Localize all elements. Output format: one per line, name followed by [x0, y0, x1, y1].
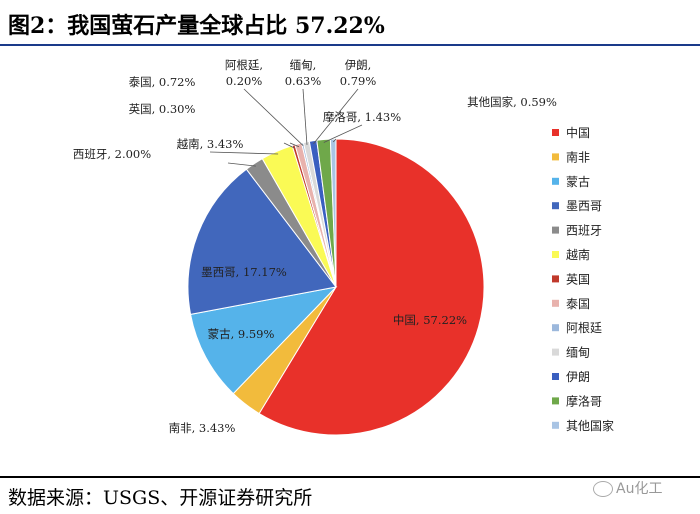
data-label-9: 缅甸, 0.63% [285, 58, 322, 88]
data-label-3: 墨西哥, 17.17% [201, 265, 287, 279]
leader-line-5 [209, 151, 279, 155]
legend-swatch-5 [552, 251, 559, 258]
data-label-5: 越南, 3.43% [177, 137, 244, 151]
data-label-2: 蒙古, 9.59% [208, 327, 275, 341]
legend-swatch-2 [552, 177, 559, 185]
leader-line-6 [283, 142, 295, 149]
legend-entry-5: 越南 [566, 247, 590, 262]
legend-entry-9: 缅甸 [566, 346, 590, 360]
data-label-11: 摩洛哥, 1.43% [323, 110, 401, 124]
pie-slice-2 [189, 286, 338, 395]
legend-swatch-11 [552, 397, 559, 405]
footer-divider [0, 476, 700, 478]
leader-line-7 [289, 142, 300, 148]
leader-line-11 [323, 124, 363, 143]
legend-entry-3: 墨西哥 [566, 199, 602, 213]
legend-swatch-9 [552, 348, 559, 356]
watermark-text: Au化工 [616, 481, 663, 497]
data-label-7: 泰国, 0.72% [129, 75, 196, 89]
data-label-8: 阿根廷, 0.20% [225, 58, 263, 88]
pie-slice-3 [187, 168, 337, 315]
leader-line-9 [302, 88, 308, 145]
legend-swatch-4 [552, 226, 559, 234]
pie-slice-0 [258, 138, 485, 436]
legend-entry-2: 蒙古 [566, 174, 590, 189]
leader-line-12 [332, 138, 337, 143]
leader-line-10 [313, 88, 359, 144]
legend-entry-11: 摩洛哥 [566, 393, 602, 408]
title-divider [0, 44, 700, 46]
source-note: 数据来源：USGS、开源证券研究所 [8, 487, 313, 509]
legend-entry-8: 阿根廷 [566, 321, 602, 335]
legend-entry-1: 南非 [566, 149, 590, 164]
data-label-0: 中国, 57.22% [393, 313, 467, 327]
legend-entry-0: 中国 [566, 125, 590, 140]
page-title: 图2：我国萤石产量全球占比 57.22% [8, 13, 385, 39]
data-label-4: 西班牙, 2.00% [73, 147, 151, 161]
legend-swatch-8 [552, 324, 559, 332]
legend-entry-4: 西班牙 [566, 224, 602, 238]
legend-swatch-7 [552, 299, 559, 307]
leader-line-4 [227, 162, 256, 167]
leader-line-8 [243, 88, 304, 146]
legend-swatch-10 [552, 373, 559, 380]
legend-swatch-6 [552, 275, 559, 283]
data-label-10: 伊朗, 0.79% [340, 58, 377, 88]
pie-chart: 中国, 57.22% 南非, 3.43% 蒙古, 9.59% 墨西哥, 17.17% 西… [73, 58, 614, 436]
legend-swatch-0 [552, 129, 559, 136]
watermark: Au化工 [593, 478, 662, 498]
legend-entry-7: 泰国 [566, 297, 590, 311]
legend-swatch-12 [552, 421, 559, 429]
legend-swatch-1 [552, 153, 559, 161]
wechat-icon [593, 481, 613, 497]
legend-entry-10: 伊朗 [566, 370, 590, 384]
data-label-12: 其他国家, 0.59% [467, 95, 557, 109]
legend-swatch-3 [552, 202, 559, 210]
data-label-1: 南非, 3.43% [169, 421, 236, 435]
legend-entry-6: 英国 [566, 272, 590, 286]
data-label-6: 英国, 0.30% [129, 102, 196, 116]
legend-entry-12: 其他国家 [566, 418, 614, 433]
